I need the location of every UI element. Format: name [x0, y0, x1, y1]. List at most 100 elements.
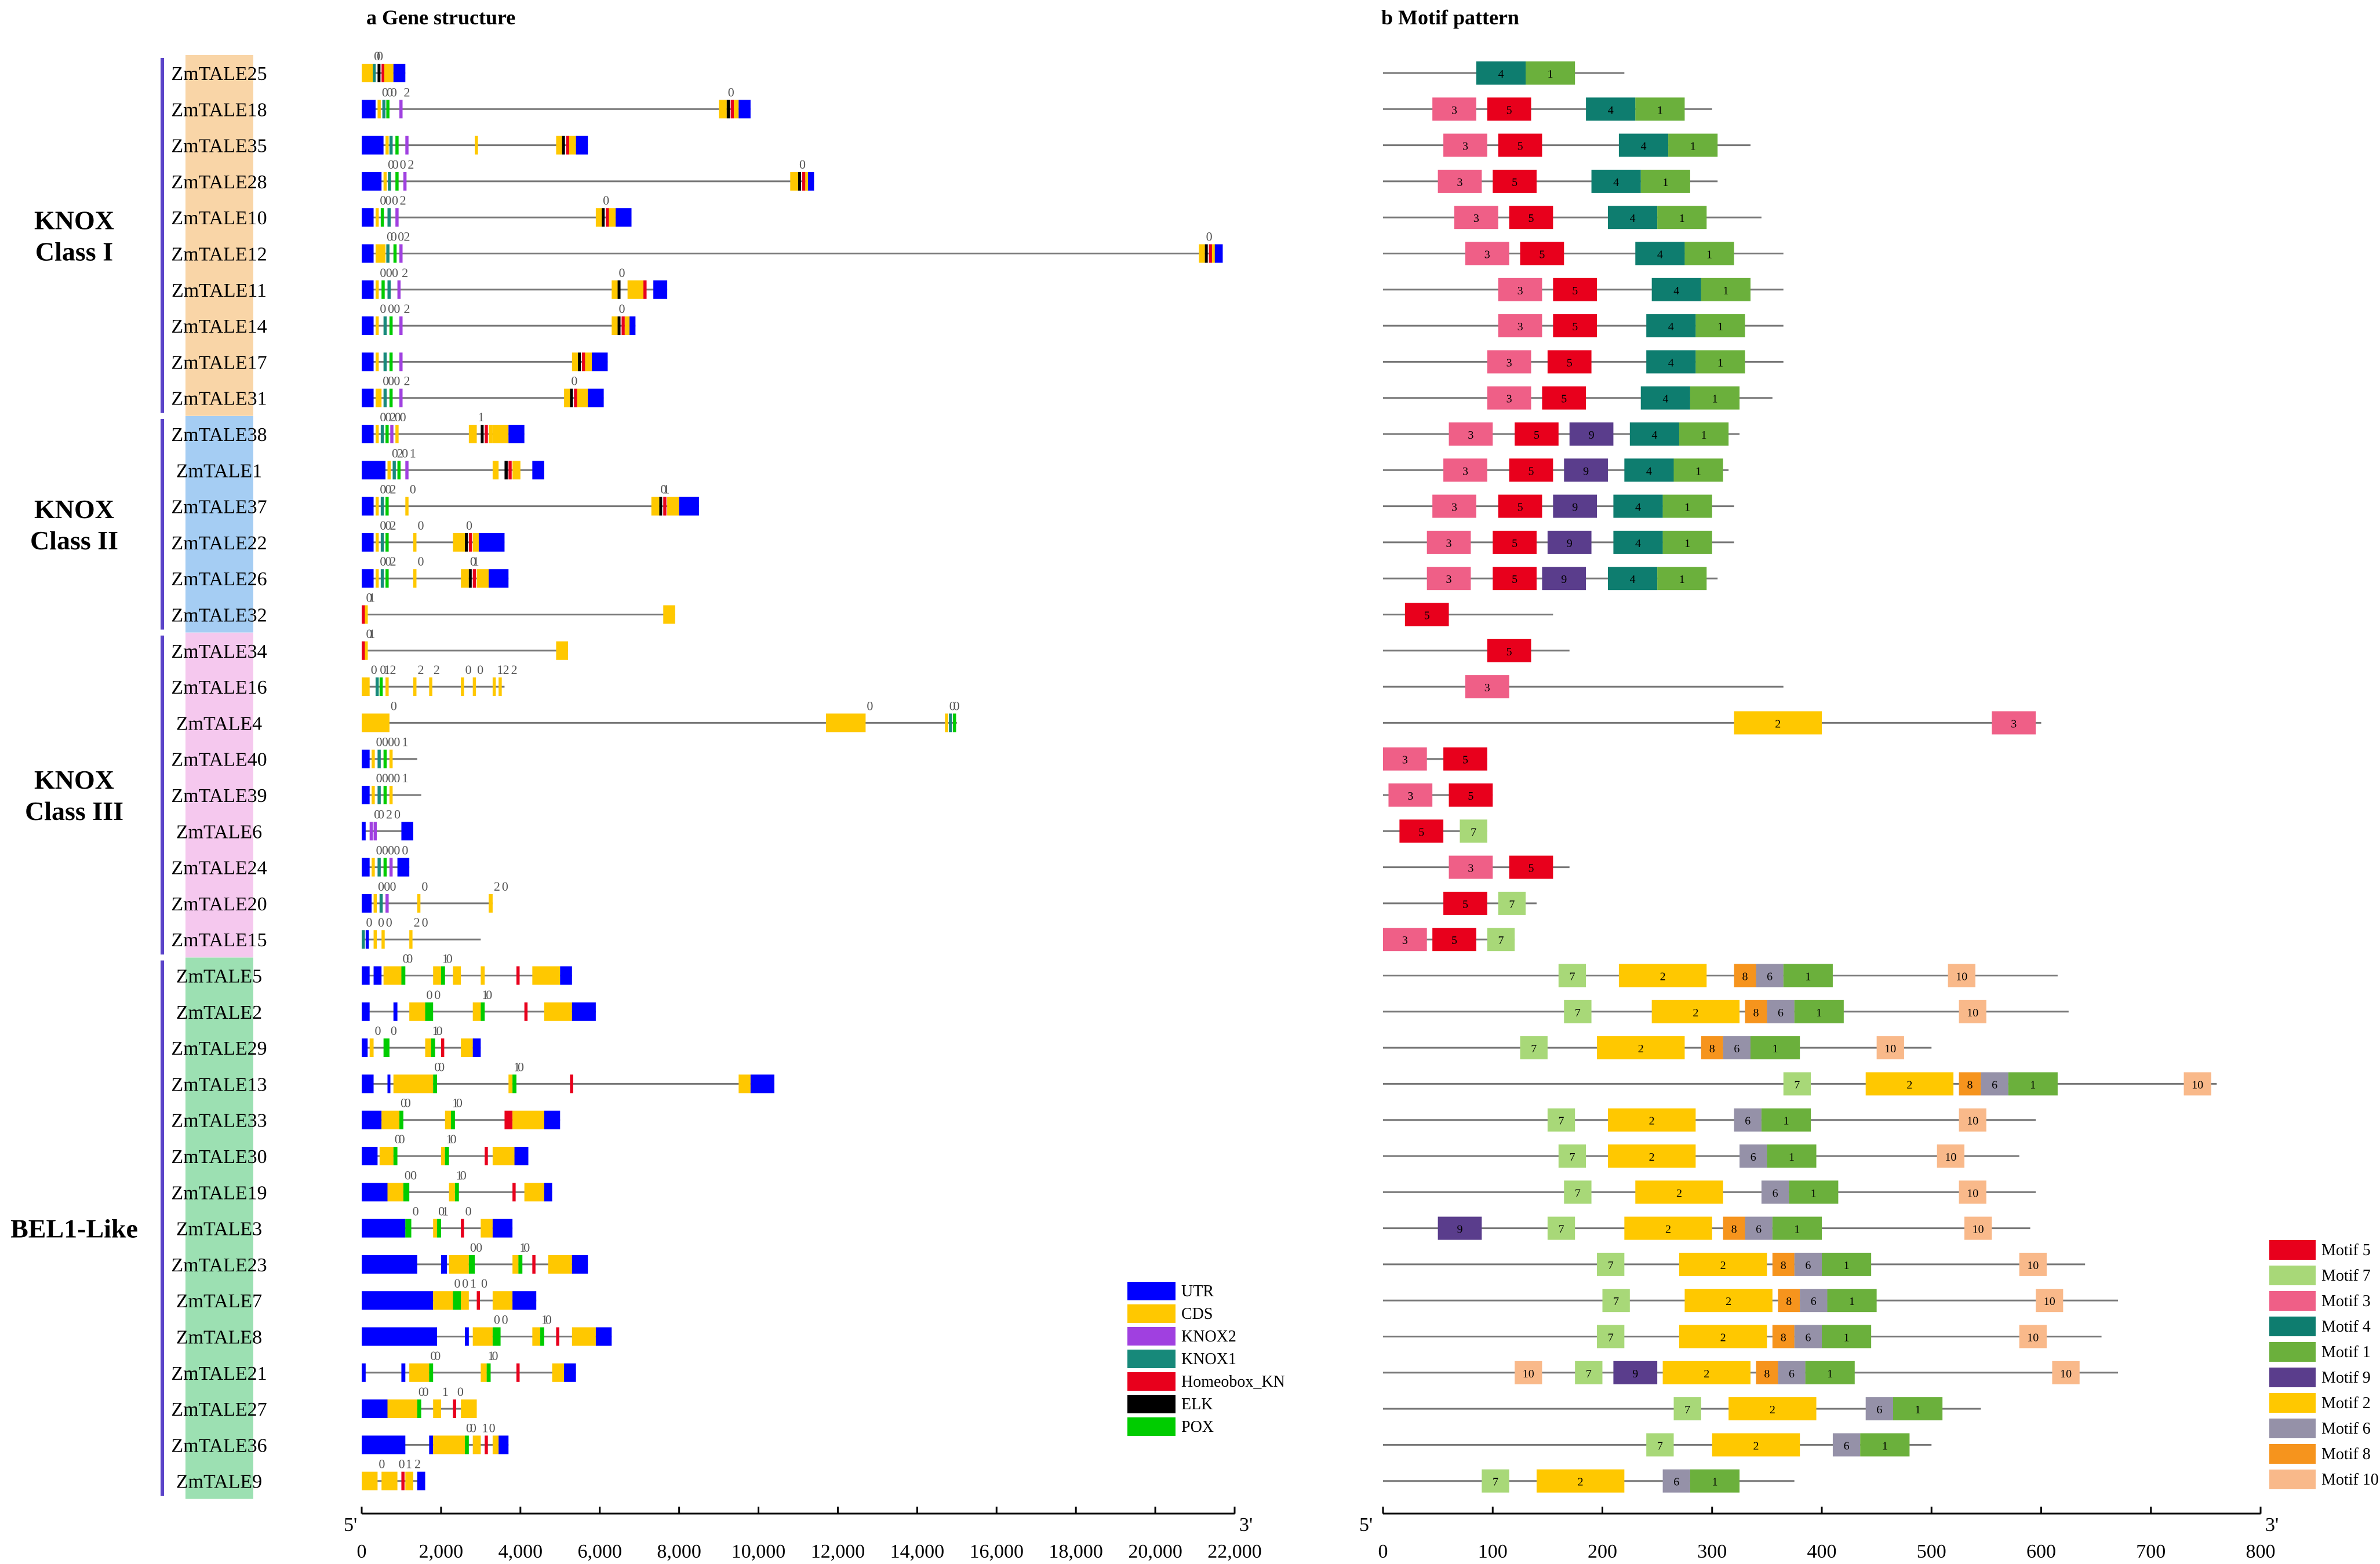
motif-id: 10	[2027, 1332, 2039, 1344]
phase-label: 0	[603, 193, 609, 207]
motif-row: 7 2 8 6 1 10	[1383, 1036, 1932, 1060]
gene-feature-utr	[362, 1255, 417, 1274]
phase-label: 0	[386, 265, 392, 280]
motif-box	[1454, 206, 1498, 229]
motif-id: 1	[1816, 1007, 1822, 1019]
motif-id: 3	[2011, 717, 2017, 730]
gene-feature-utr	[362, 136, 384, 155]
axis-b-tick-label: 500	[1917, 1541, 1946, 1562]
motif-id: 5	[1512, 537, 1517, 550]
phase-label: 2	[386, 807, 392, 821]
motif-box	[1640, 386, 1690, 410]
motif-id: 3	[1462, 140, 1468, 153]
motif-box	[1509, 206, 1553, 229]
motif-box	[1607, 1108, 1696, 1132]
motif-box	[1690, 1469, 1740, 1493]
axis-b-tick-label: 200	[1588, 1541, 1617, 1562]
gene-name: ZmTALE15	[171, 929, 267, 951]
phase-label: 0	[394, 301, 400, 316]
gene-feature-utr	[362, 1110, 382, 1129]
motif-box	[1959, 1072, 1981, 1096]
motif-id: 2	[1638, 1042, 1644, 1055]
phase-label: 1	[442, 951, 449, 966]
motif-id: 4	[1657, 249, 1663, 261]
motif-id: 6	[1673, 1476, 1679, 1489]
motif-id: 10	[1967, 1007, 1978, 1019]
motif-id: 1	[1783, 1115, 1789, 1128]
motif-id: 3	[1484, 681, 1490, 694]
gene-feature-cds	[508, 1074, 513, 1093]
gene-feature-elk	[504, 461, 508, 480]
gene-name: ZmTALE12	[171, 244, 267, 265]
motif-id: 1	[1805, 971, 1811, 983]
motif-box	[1569, 422, 1614, 446]
motif-row: 3	[1383, 675, 1784, 699]
motif-box	[1564, 1000, 1592, 1023]
gene-feature-pox	[417, 1399, 421, 1419]
gene-feature-knox1	[387, 280, 391, 299]
gene-feature-pox	[386, 100, 390, 119]
gene-feature-cds	[489, 894, 493, 913]
motif-id: 4	[1498, 68, 1504, 81]
gene-name: ZmTALE37	[171, 497, 267, 518]
gene-feature-homeobox_kn	[802, 172, 806, 191]
motif-id: 2	[1775, 717, 1781, 730]
motif-box	[1607, 206, 1658, 229]
axis-b-three-prime: 3'	[2265, 1514, 2279, 1536]
motif-row: 3 5 9 4 1	[1383, 422, 1740, 446]
phase-label: 0	[392, 193, 398, 207]
gene-feature-pox	[492, 1327, 501, 1346]
gene-feature-cds	[379, 1147, 394, 1165]
gene-feature-utr	[362, 497, 374, 516]
phase-label: 0	[385, 518, 391, 533]
gene-feature-cds	[405, 1471, 413, 1490]
phase-label: 0	[382, 843, 388, 858]
gene-feature-knox2	[385, 894, 389, 913]
gene-feature-utr	[362, 1363, 366, 1382]
gene-feature-cds	[375, 497, 379, 516]
axis-a-tick-label: 2,000	[419, 1541, 464, 1562]
gene-feature-knox1	[377, 749, 381, 768]
gene-feature-pox	[403, 1183, 410, 1202]
phase-label: 0	[405, 1168, 411, 1182]
phase-label: 1	[402, 771, 408, 785]
gene-feature-utr	[362, 244, 374, 263]
phase-label: 0	[438, 1059, 445, 1074]
motif-id: 1	[1701, 429, 1707, 442]
motif-box	[1597, 1036, 1685, 1060]
motif-box	[1493, 530, 1537, 554]
motif-box	[1493, 567, 1537, 590]
motif-box	[1783, 1072, 1811, 1096]
gene-feature-utr	[564, 1363, 576, 1382]
gene-feature-cds	[449, 1183, 455, 1202]
motif-box	[1509, 458, 1553, 482]
motif-id: 7	[1531, 1042, 1537, 1055]
phase-label: 0	[434, 1348, 441, 1363]
legend-label: CDS	[1181, 1305, 1213, 1323]
gene-feature-utr	[387, 1074, 391, 1093]
legend-swatch	[2269, 1393, 2316, 1413]
motif-id: 1	[1684, 501, 1690, 514]
phase-label: 1	[470, 1276, 476, 1290]
gene-feature-pox	[383, 858, 387, 877]
motif-box	[1959, 1180, 1986, 1204]
phase-label: 1	[406, 1457, 412, 1471]
phase-label: 0	[399, 1457, 405, 1471]
gene-feature-cds	[624, 316, 630, 336]
motif-box	[1712, 1433, 1800, 1457]
gene-feature-elk	[798, 172, 801, 191]
motif-box	[1772, 1325, 1795, 1348]
motif-box	[1772, 1252, 1795, 1276]
gene-feature-homeobox_kn	[1209, 244, 1212, 263]
gene-feature-knox2	[399, 352, 403, 371]
gene-feature-pox	[383, 1038, 390, 1058]
phase-label: 1	[402, 735, 408, 749]
motif-row: 3 5 4 1	[1383, 278, 1784, 301]
